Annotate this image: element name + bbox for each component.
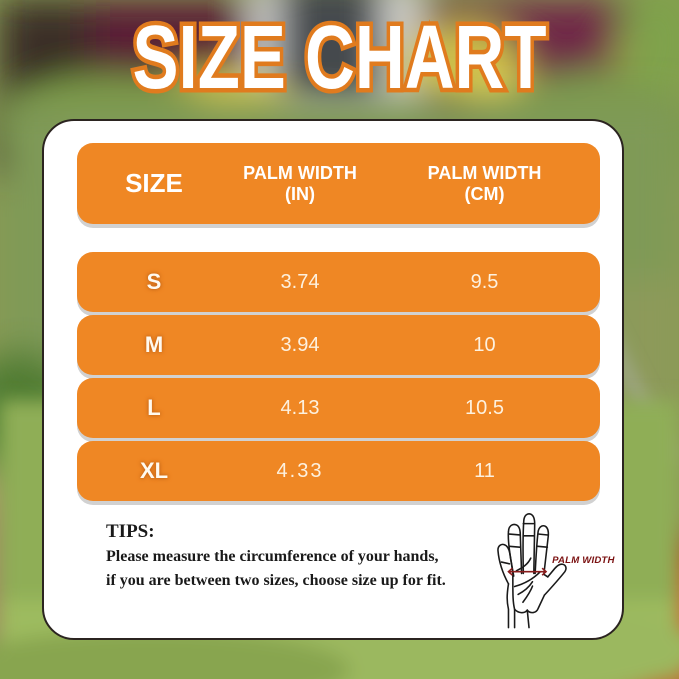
- svg-text:PALM WIDTH: PALM WIDTH: [552, 555, 615, 566]
